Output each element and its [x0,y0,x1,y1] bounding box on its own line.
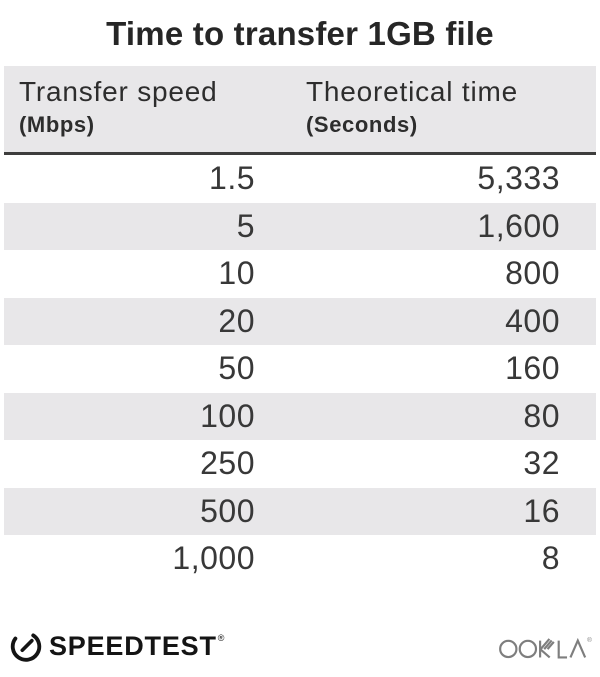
time-cell: 160 [505,350,560,387]
footer: SPEEDTEST ® OOKLA [9,629,592,664]
table-row: 1,000 8 [4,535,596,583]
speed-cell: 20 [218,302,255,339]
ookla-logo: OOKLA ® [498,631,592,661]
column-header-label: Transfer speed [19,76,218,107]
time-cell: 1,600 [477,207,560,244]
column-header-transfer-speed: Transfer speed (Mbps) [4,75,300,140]
registered-trademark-icon: ® [587,636,592,644]
speed-cell: 1,000 [172,540,255,577]
speedtest-wordmark: SPEEDTEST ® [49,630,226,661]
column-header-unit: (Seconds) [306,112,418,137]
time-cell: 400 [505,302,560,339]
column-header-unit: (Mbps) [19,112,95,137]
table-row: 100 80 [4,392,596,440]
page-title: Time to transfer 1GB file [106,15,494,52]
time-cell: 32 [523,445,560,482]
table-row: 10 800 [4,250,596,298]
speed-cell: 1.5 [209,160,255,197]
time-cell: 5,333 [477,160,560,197]
speedtest-logo: SPEEDTEST ® [9,629,225,663]
speedtest-label: SPEEDTEST [49,630,217,661]
speed-cell: 50 [218,350,255,387]
table-body: 1.5 5,333 5 1,600 10 800 20 400 50 160 1… [4,155,596,583]
speed-cell: 500 [200,492,255,529]
ookla-letter-o [518,639,538,659]
registered-trademark-icon: ® [217,632,226,643]
time-cell: 800 [505,255,560,292]
transfer-time-table: Transfer speed (Mbps) Theoretical time (… [4,66,596,583]
speed-cell: 5 [236,207,255,244]
column-header-label: Theoretical time [306,76,518,107]
ookla-letter-o [499,639,518,659]
speed-cell: 250 [200,445,255,482]
time-cell: 16 [523,492,560,529]
column-header-theoretical-time: Theoretical time (Seconds) [300,75,596,140]
table-row: 500 16 [4,487,596,535]
speedtest-gauge-icon [9,629,43,663]
speed-cell: 100 [200,397,255,434]
table-row: 250 32 [4,440,596,488]
speed-cell: 10 [218,255,255,292]
table-row: 1.5 5,333 [4,155,596,203]
table-row: 20 400 [4,297,596,345]
table-row: 5 1,600 [4,202,596,250]
table-header-row: Transfer speed (Mbps) Theoretical time (… [4,66,596,155]
time-cell: 80 [523,397,560,434]
table-row: 50 160 [4,345,596,393]
time-cell: 8 [541,540,560,577]
